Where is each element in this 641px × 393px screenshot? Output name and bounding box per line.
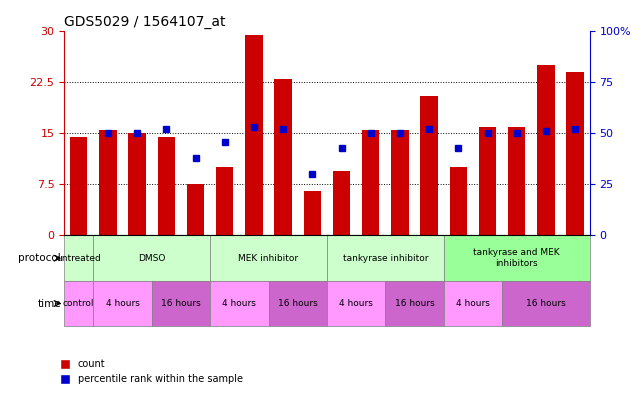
Bar bbox=[508, 127, 526, 235]
Bar bbox=[216, 167, 233, 235]
Text: time: time bbox=[38, 299, 61, 309]
Bar bbox=[187, 184, 204, 235]
Text: MEK inhibitor: MEK inhibitor bbox=[238, 253, 299, 263]
FancyBboxPatch shape bbox=[152, 281, 210, 326]
FancyBboxPatch shape bbox=[210, 281, 269, 326]
Bar bbox=[99, 130, 117, 235]
Text: 4 hours: 4 hours bbox=[106, 299, 140, 308]
Bar bbox=[537, 66, 554, 235]
FancyBboxPatch shape bbox=[64, 235, 94, 281]
Text: 4 hours: 4 hours bbox=[339, 299, 373, 308]
Bar bbox=[449, 167, 467, 235]
Bar bbox=[420, 96, 438, 235]
Text: tankyrase inhibitor: tankyrase inhibitor bbox=[342, 253, 428, 263]
Text: 16 hours: 16 hours bbox=[278, 299, 317, 308]
Bar bbox=[304, 191, 321, 235]
Text: 4 hours: 4 hours bbox=[222, 299, 256, 308]
Text: protocol: protocol bbox=[19, 253, 61, 263]
Bar bbox=[158, 137, 175, 235]
Legend: count, percentile rank within the sample: count, percentile rank within the sample bbox=[56, 356, 246, 388]
Bar bbox=[333, 171, 350, 235]
Text: 4 hours: 4 hours bbox=[456, 299, 490, 308]
Text: 16 hours: 16 hours bbox=[161, 299, 201, 308]
FancyBboxPatch shape bbox=[327, 281, 385, 326]
Bar bbox=[362, 130, 379, 235]
FancyBboxPatch shape bbox=[64, 281, 94, 326]
FancyBboxPatch shape bbox=[94, 235, 210, 281]
Text: control: control bbox=[63, 299, 94, 308]
FancyBboxPatch shape bbox=[502, 281, 590, 326]
Bar bbox=[479, 127, 496, 235]
Bar bbox=[245, 35, 263, 235]
FancyBboxPatch shape bbox=[210, 235, 327, 281]
FancyBboxPatch shape bbox=[94, 281, 152, 326]
FancyBboxPatch shape bbox=[327, 235, 444, 281]
Text: 16 hours: 16 hours bbox=[395, 299, 435, 308]
Bar bbox=[274, 79, 292, 235]
FancyBboxPatch shape bbox=[385, 281, 444, 326]
Bar bbox=[128, 134, 146, 235]
Text: 16 hours: 16 hours bbox=[526, 299, 566, 308]
Bar bbox=[70, 137, 87, 235]
Text: GDS5029 / 1564107_at: GDS5029 / 1564107_at bbox=[64, 15, 226, 29]
Text: tankyrase and MEK
inhibitors: tankyrase and MEK inhibitors bbox=[474, 248, 560, 268]
FancyBboxPatch shape bbox=[444, 281, 502, 326]
FancyBboxPatch shape bbox=[444, 235, 590, 281]
Bar bbox=[391, 130, 409, 235]
Bar bbox=[567, 72, 584, 235]
Text: untreated: untreated bbox=[56, 253, 101, 263]
Text: DMSO: DMSO bbox=[138, 253, 165, 263]
FancyBboxPatch shape bbox=[269, 281, 327, 326]
